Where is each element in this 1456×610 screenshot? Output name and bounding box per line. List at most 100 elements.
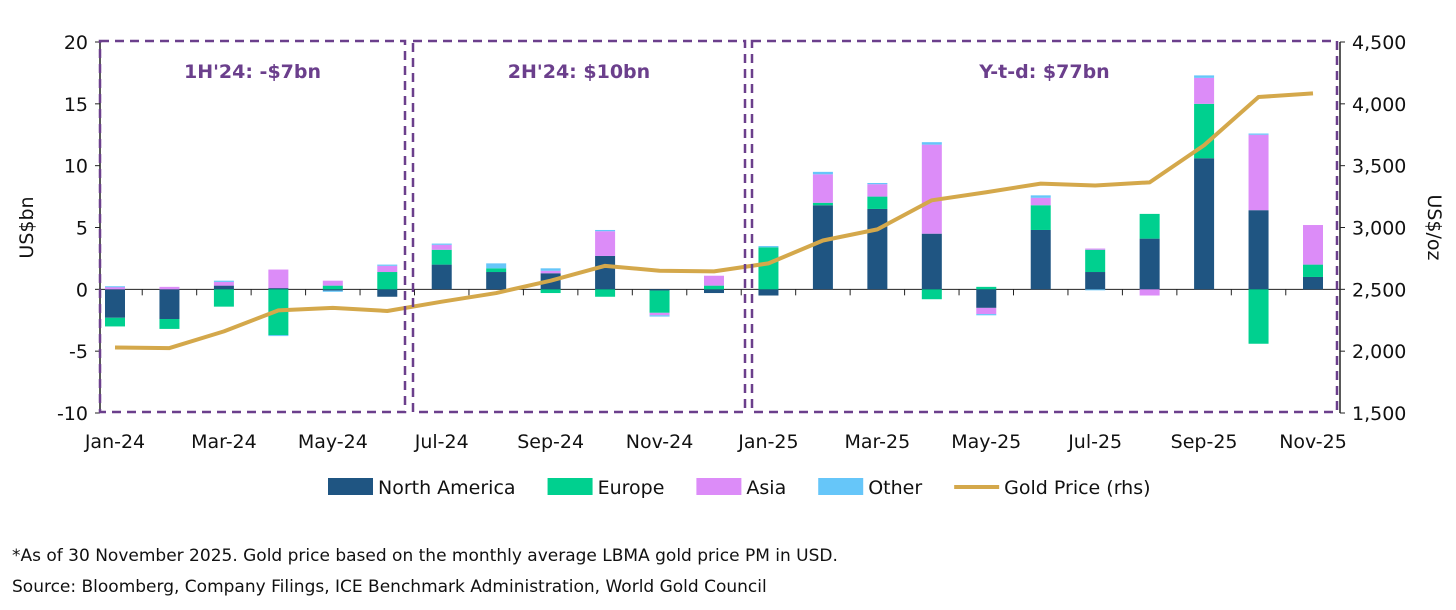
x-tick-label: May-25 — [951, 431, 1021, 453]
bar-north-america — [377, 289, 398, 297]
left-tick-label: -10 — [57, 403, 88, 425]
bar-asia — [540, 270, 561, 274]
bar-north-america — [595, 255, 616, 290]
bar-other — [268, 335, 289, 337]
bar-asia — [704, 275, 724, 286]
bar-asia — [431, 244, 452, 250]
period-label: 1H'24: -$7bn — [184, 61, 321, 83]
legend-label: Gold Price (rhs) — [1004, 477, 1150, 499]
bar-other — [377, 264, 398, 266]
right-tick-label: 4,000 — [1352, 94, 1406, 116]
bar-europe — [758, 247, 779, 290]
bar-asia — [649, 312, 670, 316]
bar-asia — [377, 265, 398, 273]
gold-price-line — [114, 91, 1314, 351]
left-tick-label: 10 — [64, 156, 88, 178]
bar-asia — [322, 280, 343, 286]
bar-europe — [921, 289, 942, 300]
bar-north-america — [649, 289, 670, 291]
bar-europe — [704, 285, 724, 290]
bar-europe — [1248, 289, 1269, 344]
bar-europe — [976, 286, 997, 290]
left-tick-label: 20 — [64, 32, 88, 54]
y2-axis-title: US$/oz — [1423, 194, 1445, 260]
period-label: 2H'24: $10bn — [508, 61, 650, 83]
period-label: Y-t-d: $77bn — [978, 61, 1109, 83]
bar-north-america — [921, 233, 942, 290]
bar-north-america — [812, 205, 833, 290]
bar-north-america — [1303, 276, 1323, 290]
bar-north-america — [322, 289, 343, 291]
bar-other — [921, 142, 942, 145]
bar-asia — [1139, 289, 1160, 296]
bar-north-america — [213, 285, 234, 290]
chart-svg: 20 15 10 5 0 -5 -10 4,500 4,000 3,500 3,000 2,500 2,… — [16, 32, 1445, 499]
x-tick-label: Jul-24 — [414, 431, 469, 453]
legend-label: Europe — [598, 477, 665, 499]
bar-north-america — [758, 289, 779, 296]
bar-europe — [540, 289, 561, 294]
bar-north-america — [1139, 238, 1160, 290]
right-tick-label: 2,500 — [1352, 279, 1406, 301]
bar-europe — [213, 289, 234, 307]
right-tick-label: 4,500 — [1352, 32, 1406, 54]
bar-other — [1194, 75, 1215, 78]
bar-north-america — [159, 289, 180, 320]
x-tick-label: Jan-24 — [84, 431, 145, 453]
x-tick-label: Mar-25 — [845, 431, 911, 453]
legend-swatch — [696, 478, 742, 495]
bar-europe — [377, 272, 398, 290]
x-tick-label: Sep-24 — [517, 431, 584, 453]
bar-other — [213, 280, 234, 282]
period-box — [411, 39, 747, 414]
left-tick-label: 15 — [64, 94, 88, 116]
right-tick-label: 1,500 — [1352, 403, 1406, 425]
bar-other — [976, 314, 997, 316]
bar-north-america — [1030, 229, 1051, 290]
legend-label: Asia — [746, 477, 786, 499]
bar-europe — [431, 249, 452, 265]
legend-swatch — [328, 478, 373, 495]
x-tick-label: May-24 — [298, 431, 368, 453]
bar-north-america — [976, 289, 997, 308]
bar-europe — [105, 317, 125, 327]
bar-other — [322, 290, 343, 292]
bar-north-america — [1085, 272, 1106, 290]
x-tick-label: Jul-25 — [1067, 431, 1122, 453]
bar-north-america — [105, 289, 125, 318]
bar-north-america — [1194, 158, 1215, 290]
footnote: *As of 30 November 2025. Gold price base… — [12, 546, 838, 566]
bar-europe — [486, 268, 507, 273]
left-tick-label: 0 — [76, 279, 88, 301]
bar-asia — [105, 286, 125, 290]
bar-other — [812, 171, 833, 175]
bar-asia — [159, 286, 180, 290]
bar-europe — [649, 290, 670, 313]
x-tick-label: Nov-24 — [626, 431, 694, 453]
period-box — [750, 39, 1339, 414]
bar-north-america — [867, 208, 888, 290]
bar-asia — [1085, 248, 1106, 250]
legend-label: North America — [378, 477, 516, 499]
bar-north-america — [268, 288, 289, 290]
bar-north-america — [704, 289, 724, 294]
bar-asia — [812, 174, 833, 203]
x-tick-label: Mar-24 — [191, 431, 257, 453]
bar-europe — [1194, 103, 1215, 159]
bar-other — [1248, 133, 1269, 135]
bar-europe — [812, 202, 833, 206]
bar-europe — [1030, 205, 1051, 230]
bar-asia — [1030, 197, 1051, 206]
bar-asia — [1303, 225, 1323, 265]
bar-asia — [268, 269, 289, 289]
bar-other — [486, 263, 507, 269]
x-tick-label: Nov-25 — [1279, 431, 1347, 453]
bar-asia — [213, 281, 234, 286]
left-tick-label: -5 — [69, 341, 88, 363]
bar-other — [431, 243, 452, 245]
legend-swatch — [818, 478, 864, 495]
bar-other — [1030, 195, 1051, 198]
bar-europe — [595, 289, 616, 297]
period-box — [98, 39, 407, 414]
source-note: Source: Bloomberg, Company Filings, ICE … — [12, 577, 767, 597]
